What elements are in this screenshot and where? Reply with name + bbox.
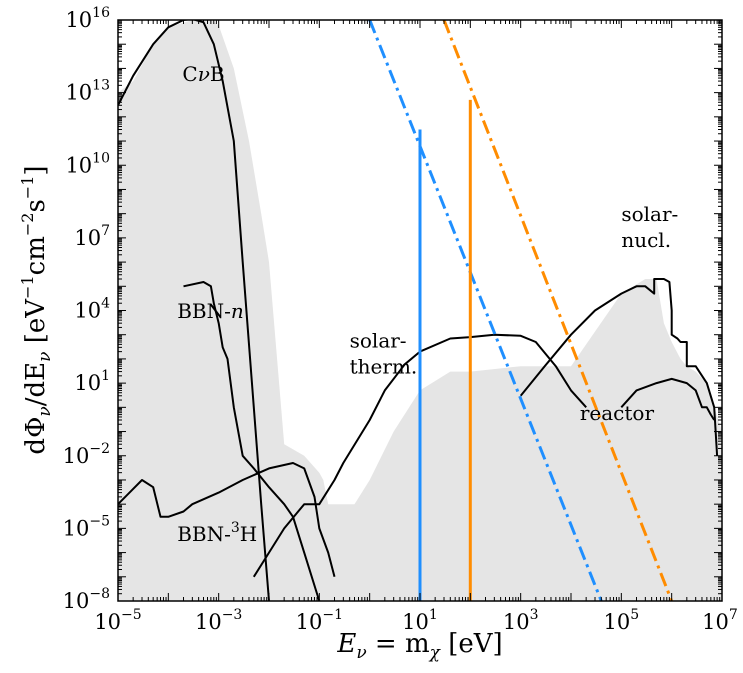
annotation-BBN-3H: BBN-3H	[177, 520, 257, 546]
series-line-solar-therm-	[252, 333, 587, 578]
y-tick-label: 10−8	[63, 586, 110, 613]
y-tick-label: 1016	[65, 5, 110, 32]
x-tick-label: 107	[702, 607, 738, 634]
y-tick-label: 107	[74, 223, 110, 250]
x-tick-label: 105	[604, 607, 640, 634]
annotation-BBN-n: BBN-n	[177, 299, 244, 323]
annotation-CνB: CνB	[182, 62, 224, 86]
y-tick-label: 101	[74, 368, 110, 395]
axes: 10−5 10−3 10−1 101 103 105 10710−810−510−21011…	[63, 5, 738, 634]
series-line-c-b	[118, 20, 270, 601]
y-axis-title: dΦν/dEν [eV−1cm−2s−1]	[18, 165, 55, 454]
y-tick-label: 10−5	[63, 513, 110, 540]
series-line-bbn-n	[183, 281, 321, 601]
series-line-solar-nucl-	[519, 278, 719, 456]
y-tick-label: 104	[74, 296, 110, 323]
x-tick-label: 103	[503, 607, 539, 634]
x-axis-title: Eν = mχ [eV]	[336, 629, 502, 663]
x-tick-label: 10−5	[94, 607, 141, 634]
series-line-mass-line-6	[368, 20, 603, 601]
x-tick-label: 101	[402, 607, 438, 634]
annotation-solar-therm: solar-therm.	[350, 328, 418, 378]
series-line-mass-line-8	[442, 20, 674, 601]
y-tick-label: 1010	[65, 150, 110, 177]
flux-envelope	[118, 20, 722, 601]
x-tick-label: 10−3	[195, 607, 242, 634]
plot-area	[118, 20, 722, 601]
y-tick-label: 1013	[65, 78, 110, 105]
y-tick-label: 10−2	[63, 441, 110, 468]
annotation-reactor: reactor	[580, 401, 655, 425]
series-line-reactor	[620, 377, 716, 421]
labels: Eν = mχ [eV] dΦν/dEν [eV−1cm−2s−1] CνB BBN-…	[18, 62, 678, 663]
series-line-bbn-3h	[118, 462, 336, 578]
annotation-solar-nucl: solar-nucl.	[621, 202, 678, 252]
x-tick-label: 10−1	[296, 607, 343, 634]
